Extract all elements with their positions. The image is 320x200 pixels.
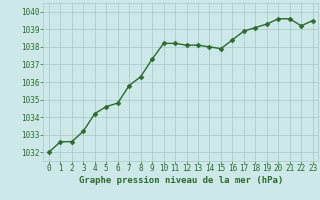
X-axis label: Graphe pression niveau de la mer (hPa): Graphe pression niveau de la mer (hPa) [79,176,283,185]
